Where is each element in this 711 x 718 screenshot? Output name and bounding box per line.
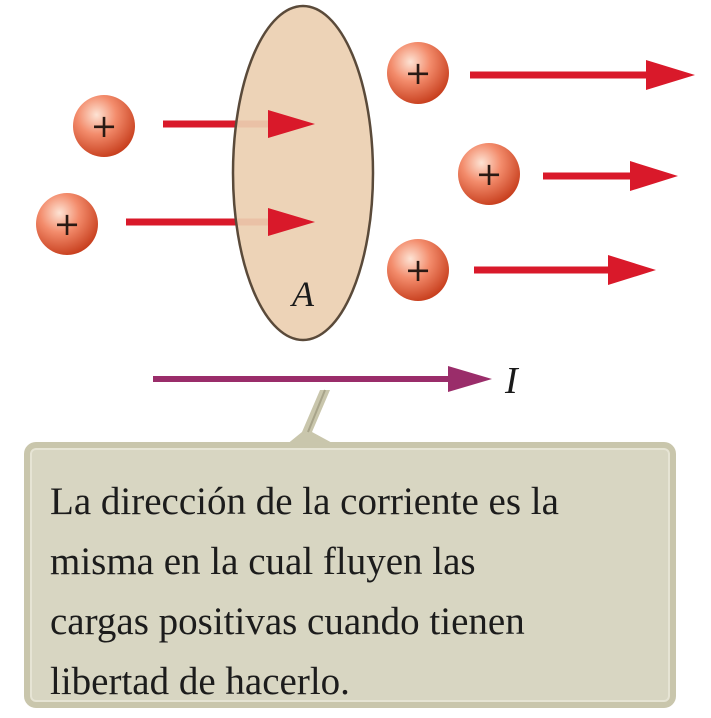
cross-section-surface [231, 4, 375, 342]
callout-pointer [286, 389, 336, 445]
positive-charge: + [36, 193, 98, 255]
charge-symbol: + [405, 54, 432, 92]
charge-arrow [470, 60, 695, 90]
positive-charge: + [73, 95, 135, 157]
current-arrow [153, 366, 492, 392]
charge-symbol: + [405, 251, 432, 289]
positive-charge: + [387, 42, 449, 104]
callout-text: La dirección de la corriente es la misma… [50, 480, 559, 703]
positive-charge: + [458, 143, 520, 205]
charge-arrow [543, 161, 678, 191]
surface-label: A [290, 274, 315, 314]
charge-arrow [474, 255, 656, 285]
charge-symbol: + [476, 155, 503, 193]
charge-symbol: + [91, 107, 118, 145]
callout-box: La dirección de la corriente es la misma… [24, 442, 676, 708]
charge-symbol: + [54, 205, 81, 243]
positive-charge: + [387, 239, 449, 301]
charge-arrowhead [268, 110, 315, 138]
current-label: I [504, 360, 520, 402]
charge-arrowhead [268, 208, 315, 236]
